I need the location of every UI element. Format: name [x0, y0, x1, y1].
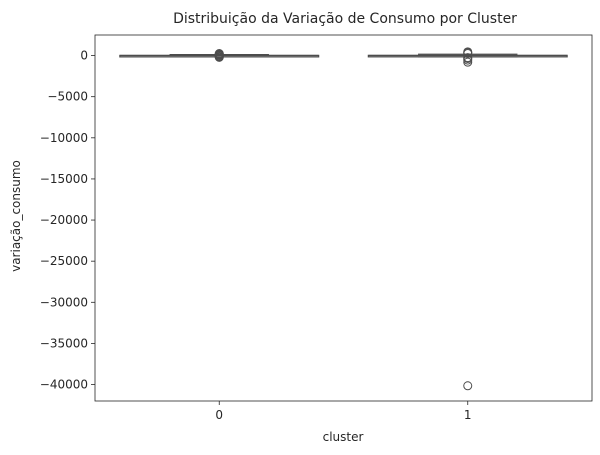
y-axis-ticks: 0 −5000 −10000 −15000 −20000 −25000 −30000 −350…	[40, 49, 95, 392]
outlier-point	[463, 53, 473, 63]
y-tick-label: 0	[80, 49, 88, 63]
y-tick-label: −25000	[40, 254, 88, 268]
y-tick-label: −40000	[40, 378, 88, 392]
y-tick-label: −35000	[40, 336, 88, 350]
y-tick-label: −5000	[47, 90, 88, 104]
y-tick-label: −10000	[40, 131, 88, 145]
axes-frame	[94, 34, 593, 402]
x-tick-label: 0	[215, 408, 223, 422]
outlier-point	[214, 49, 224, 59]
y-tick-label: −15000	[40, 172, 88, 186]
y-axis-label: variação_consumo	[9, 160, 23, 272]
outlier-point	[463, 381, 473, 391]
box-cluster-0	[119, 49, 320, 62]
x-axis-label: cluster	[323, 430, 364, 444]
chart-title: Distribuição da Variação de Consumo por …	[173, 11, 517, 27]
y-tick-label: −20000	[40, 213, 88, 227]
x-tick-label: 1	[464, 408, 472, 422]
outlier-point	[463, 47, 473, 57]
y-tick-label: −30000	[40, 295, 88, 309]
box-cluster-1	[367, 47, 568, 391]
plot-area	[119, 47, 568, 391]
